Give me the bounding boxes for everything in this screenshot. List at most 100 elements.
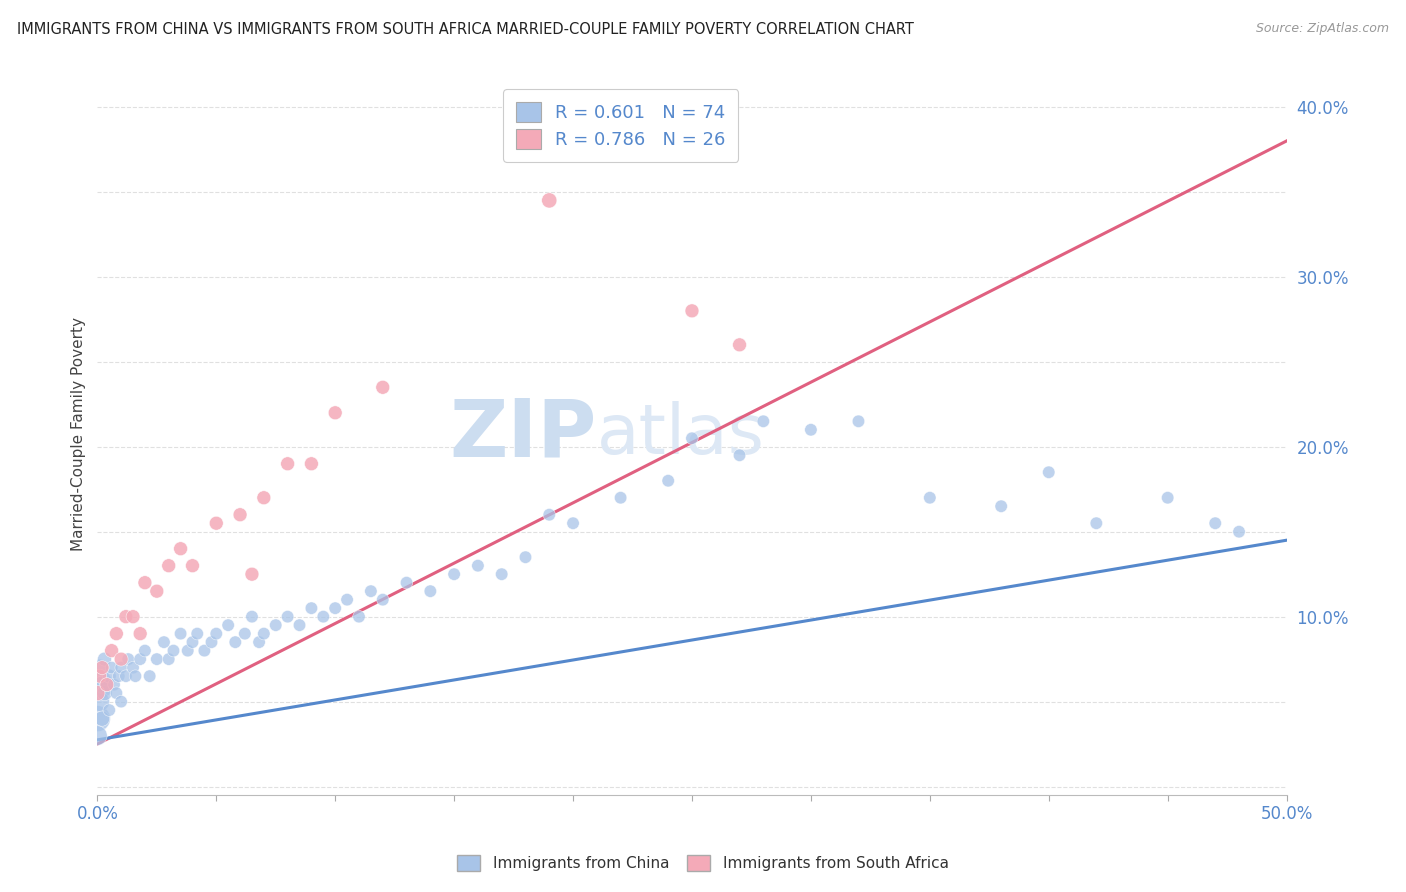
Point <box>129 652 152 666</box>
Point <box>96 678 118 692</box>
Point <box>728 338 751 352</box>
Point <box>443 567 465 582</box>
Point <box>299 601 322 615</box>
Text: atlas: atlas <box>596 401 765 467</box>
Point <box>800 423 823 437</box>
Point <box>562 516 585 531</box>
Point <box>157 652 180 666</box>
Point <box>103 678 125 692</box>
Point <box>115 669 138 683</box>
Point <box>491 567 513 582</box>
Point <box>1204 516 1226 531</box>
Point <box>1227 524 1250 539</box>
Point <box>162 643 184 657</box>
Point <box>1156 491 1178 505</box>
Point <box>371 380 394 394</box>
Point <box>181 558 204 573</box>
Point <box>205 626 228 640</box>
Point <box>122 660 145 674</box>
Point <box>609 491 631 505</box>
Point <box>153 635 176 649</box>
Point <box>277 609 299 624</box>
Point <box>205 516 228 531</box>
Point <box>657 474 679 488</box>
Text: ZIP: ZIP <box>450 395 596 473</box>
Point <box>100 660 122 674</box>
Point <box>240 609 263 624</box>
Point <box>918 491 941 505</box>
Point <box>98 703 121 717</box>
Point <box>105 686 128 700</box>
Point <box>240 567 263 582</box>
Point <box>98 669 121 683</box>
Point <box>124 669 146 683</box>
Point <box>419 584 441 599</box>
Point <box>110 660 132 674</box>
Point <box>117 652 139 666</box>
Point <box>224 635 246 649</box>
Point <box>110 695 132 709</box>
Point <box>86 729 108 743</box>
Point <box>105 626 128 640</box>
Point <box>371 592 394 607</box>
Point <box>177 643 200 657</box>
Point <box>1038 465 1060 479</box>
Y-axis label: Married-Couple Family Poverty: Married-Couple Family Poverty <box>72 317 86 551</box>
Point <box>110 652 132 666</box>
Text: IMMIGRANTS FROM CHINA VS IMMIGRANTS FROM SOUTH AFRICA MARRIED-COUPLE FAMILY POVE: IMMIGRANTS FROM CHINA VS IMMIGRANTS FROM… <box>17 22 914 37</box>
Point <box>91 660 114 674</box>
Point <box>146 584 169 599</box>
Point <box>1085 516 1108 531</box>
Point <box>990 500 1012 514</box>
Point <box>107 669 129 683</box>
Point <box>169 541 191 556</box>
Point <box>323 406 346 420</box>
Point <box>277 457 299 471</box>
Point <box>89 660 111 674</box>
Point <box>186 626 208 640</box>
Point <box>86 686 108 700</box>
Point <box>93 652 115 666</box>
Point <box>288 618 311 632</box>
Point <box>233 626 256 640</box>
Point <box>122 609 145 624</box>
Point <box>253 626 276 640</box>
Point <box>89 669 111 683</box>
Point <box>134 643 156 657</box>
Point <box>312 609 335 624</box>
Point <box>157 558 180 573</box>
Point <box>247 635 270 649</box>
Point <box>115 609 138 624</box>
Point <box>169 626 191 640</box>
Point <box>264 618 287 632</box>
Point <box>752 414 775 428</box>
Point <box>100 643 122 657</box>
Point <box>681 303 703 318</box>
Point <box>229 508 252 522</box>
Point <box>134 575 156 590</box>
Point <box>848 414 870 428</box>
Point <box>86 712 108 726</box>
Point <box>360 584 382 599</box>
Point <box>299 457 322 471</box>
Point <box>91 712 114 726</box>
Point <box>181 635 204 649</box>
Point <box>193 643 215 657</box>
Point <box>138 669 160 683</box>
Point <box>96 678 118 692</box>
Point <box>86 678 108 692</box>
Point <box>467 558 489 573</box>
Point <box>253 491 276 505</box>
Point <box>93 686 115 700</box>
Point <box>89 695 111 709</box>
Text: Source: ZipAtlas.com: Source: ZipAtlas.com <box>1256 22 1389 36</box>
Legend: R = 0.601   N = 74, R = 0.786   N = 26: R = 0.601 N = 74, R = 0.786 N = 26 <box>503 89 738 161</box>
Point <box>538 194 561 208</box>
Point <box>395 575 418 590</box>
Legend: Immigrants from China, Immigrants from South Africa: Immigrants from China, Immigrants from S… <box>451 849 955 877</box>
Point <box>91 678 114 692</box>
Point <box>200 635 222 649</box>
Point <box>217 618 239 632</box>
Point <box>336 592 359 607</box>
Point <box>347 609 370 624</box>
